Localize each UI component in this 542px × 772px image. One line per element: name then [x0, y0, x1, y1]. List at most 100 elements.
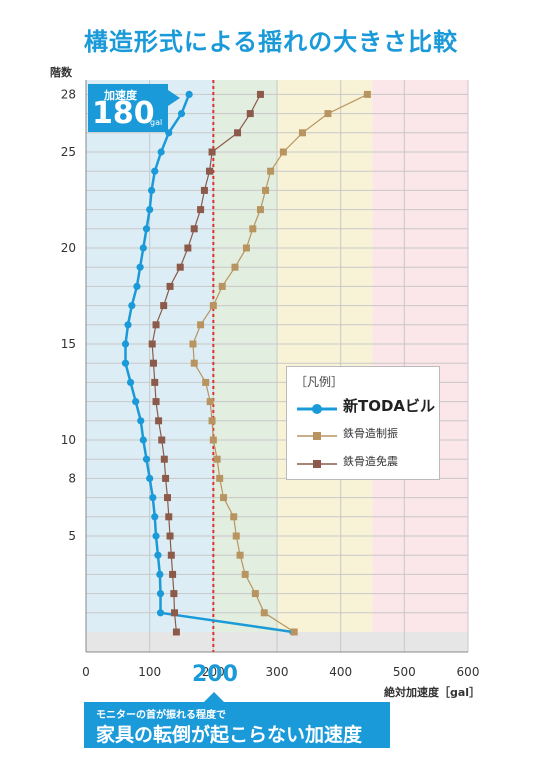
series-point-2 — [152, 398, 160, 406]
series-point-2 — [151, 378, 159, 386]
series-point-2 — [256, 90, 264, 98]
series-point-2 — [206, 167, 214, 175]
series-point-1 — [220, 494, 228, 502]
series-point-2 — [170, 609, 178, 617]
legend-symbol-isolation — [295, 455, 339, 468]
x-tick-label: 600 — [457, 665, 480, 679]
callout-unit: gal — [150, 118, 163, 127]
series-point-0 — [156, 570, 164, 579]
series-point-2 — [190, 225, 198, 233]
series-point-1 — [249, 225, 257, 233]
series-point-0 — [154, 551, 162, 559]
y-tick-label: 20 — [61, 241, 76, 255]
series-point-1 — [267, 167, 275, 175]
series-point-1 — [232, 532, 240, 540]
reference-value: 200 — [192, 662, 238, 687]
series-point-2 — [170, 590, 178, 598]
series-point-1 — [189, 340, 197, 348]
series-point-1 — [324, 110, 332, 118]
series-point-1 — [213, 455, 221, 463]
callout-value: 180 — [92, 96, 155, 131]
y-tick-label: 10 — [61, 433, 76, 447]
series-point-2 — [165, 513, 173, 521]
series-point-2 — [167, 551, 175, 559]
series-point-1 — [290, 628, 298, 636]
reference-banner: モニターの首が振れる程度で 家具の転倒が起こらない加速度 — [84, 702, 390, 748]
series-point-0 — [156, 609, 165, 617]
series-point-0 — [151, 513, 159, 521]
series-point-0 — [121, 340, 130, 348]
y-tick-label: 8 — [68, 471, 76, 485]
series-point-1 — [208, 417, 216, 425]
series-point-1 — [218, 282, 226, 290]
series-point-2 — [246, 110, 254, 118]
legend-label-damping: 鉄骨造制振 — [343, 427, 398, 440]
y-tick-label: 28 — [61, 87, 76, 101]
x-tick-label: 100 — [138, 665, 161, 679]
banner-subtext: モニターの首が振れる程度で — [96, 710, 226, 721]
y-tick-label: 5 — [68, 529, 76, 543]
series-point-1 — [202, 378, 210, 386]
legend-item-toda: 新TODAビル — [295, 395, 435, 416]
legend-symbol-damping — [295, 427, 339, 440]
acceleration-callout: 加速度 180 gal — [88, 84, 168, 132]
legend: ［凡例］ 新TODAビル 鉄骨造制振 鉄骨造免震 — [286, 366, 440, 480]
legend-label-toda: 新TODAビル — [343, 397, 436, 415]
legend-item-isolation: 鉄骨造免震 — [295, 453, 398, 469]
legend-symbol-toda — [295, 400, 339, 414]
series-point-0 — [133, 282, 141, 290]
x-tick-label: 500 — [393, 665, 416, 679]
series-point-0 — [132, 398, 140, 406]
series-point-1 — [209, 302, 217, 310]
series-point-0 — [146, 474, 154, 482]
series-point-2 — [158, 436, 166, 444]
series-point-1 — [260, 609, 268, 617]
series-point-2 — [176, 263, 184, 271]
series-point-0 — [142, 225, 151, 233]
series-point-1 — [241, 570, 249, 578]
y-axis-label: 階数 — [50, 66, 72, 79]
series-point-1 — [197, 321, 205, 329]
series-point-2 — [160, 455, 168, 463]
series-point-1 — [231, 263, 239, 271]
banner-pointer — [204, 692, 224, 702]
series-point-0 — [177, 110, 186, 118]
series-point-0 — [126, 378, 135, 386]
series-point-1 — [230, 513, 238, 521]
series-point-0 — [157, 148, 165, 156]
series-point-0 — [137, 417, 145, 425]
series-point-1 — [298, 129, 306, 137]
series-point-0 — [185, 90, 193, 98]
series-point-2 — [208, 148, 216, 156]
series-point-2 — [197, 206, 205, 214]
series-point-0 — [124, 321, 132, 329]
chart-title: 構造形式による揺れの大きさ比較 — [83, 28, 459, 56]
series-point-0 — [156, 590, 165, 598]
series-point-0 — [152, 532, 160, 540]
callout-pointer — [168, 90, 180, 106]
banner-text: 家具の転倒が起こらない加速度 — [96, 724, 363, 746]
series-point-0 — [121, 359, 130, 367]
series-point-2 — [163, 494, 171, 502]
series-point-0 — [136, 263, 144, 271]
zone-band-1 — [213, 80, 277, 652]
x-axis-label: 絶対加速度［gal］ — [384, 686, 481, 699]
series-point-1 — [236, 551, 244, 559]
legend-title: ［凡例］ — [295, 375, 344, 389]
series-point-2 — [149, 359, 157, 367]
series-point-1 — [209, 436, 217, 444]
series-point-1 — [216, 474, 224, 482]
series-point-1 — [251, 590, 259, 598]
series-point-2 — [166, 282, 174, 290]
series-point-1 — [279, 148, 287, 156]
series-point-1 — [242, 244, 250, 252]
legend-item-damping: 鉄骨造制振 — [295, 425, 398, 441]
series-point-2 — [148, 340, 156, 348]
series-point-1 — [206, 398, 214, 406]
series-point-2 — [162, 474, 170, 482]
series-point-2 — [166, 532, 174, 540]
series-point-0 — [128, 302, 136, 310]
series-point-2 — [234, 129, 242, 137]
